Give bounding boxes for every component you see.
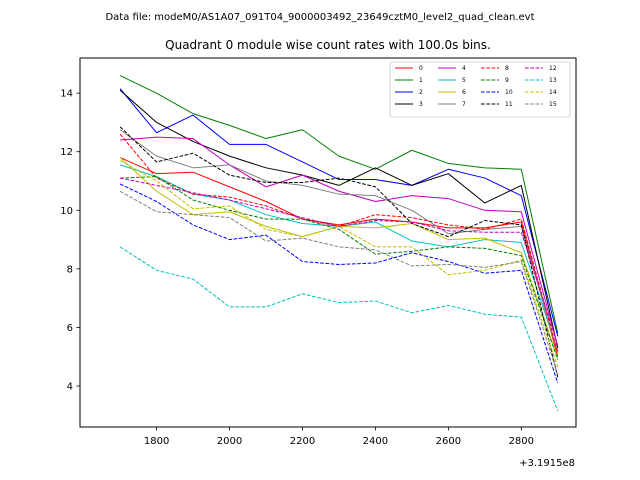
legend-label-7: 7 <box>462 101 466 108</box>
series-line-13 <box>119 246 559 412</box>
legend-label-15: 15 <box>549 101 557 108</box>
x-tick-label: 1800 <box>144 436 169 447</box>
series-line-1 <box>119 75 559 334</box>
x-tick-label: 2200 <box>290 436 315 447</box>
legend-label-6: 6 <box>462 89 466 96</box>
y-tick-label: 12 <box>60 147 73 158</box>
legend-label-13: 13 <box>549 77 557 84</box>
series-line-4 <box>120 136 559 347</box>
y-tick-label: 6 <box>67 323 73 334</box>
legend-label-8: 8 <box>505 65 509 72</box>
series-line-10 <box>119 183 559 384</box>
series-line-15 <box>119 190 559 375</box>
y-tick-label: 8 <box>67 264 73 275</box>
chart-title: Quadrant 0 module wise count rates with … <box>165 38 491 52</box>
legend-label-1: 1 <box>419 77 423 84</box>
y-tick-label: 14 <box>60 89 73 100</box>
legend-label-0: 0 <box>419 65 423 72</box>
series-line-9 <box>120 176 559 360</box>
legend-label-12: 12 <box>549 65 557 72</box>
chart-suptitle: Data file: modeM0/AS1A07_091T04_90000034… <box>105 12 534 23</box>
series-line-12 <box>120 177 559 346</box>
legend-label-4: 4 <box>462 65 466 72</box>
x-offset-label: +3.1915e8 <box>519 458 575 469</box>
legend-box <box>389 61 571 118</box>
legend-label-5: 5 <box>462 77 466 84</box>
y-tick-label: 10 <box>60 206 73 217</box>
series-line-3 <box>119 89 559 349</box>
series-line-11 <box>119 126 559 378</box>
legend-label-11: 11 <box>505 101 513 108</box>
series-layer <box>119 75 559 412</box>
legend-label-9: 9 <box>505 77 509 84</box>
legend-label-14: 14 <box>549 89 557 96</box>
x-tick-label: 2800 <box>509 436 534 447</box>
x-tick-label: 2400 <box>363 436 388 447</box>
y-tick-label: 4 <box>67 382 73 393</box>
legend-label-10: 10 <box>505 89 513 96</box>
series-line-0 <box>119 157 559 357</box>
series-line-14 <box>119 160 559 368</box>
plot-frame <box>79 57 577 428</box>
legend-label-2: 2 <box>419 89 423 96</box>
x-tick-label: 2600 <box>436 436 461 447</box>
x-tick-label: 2000 <box>217 436 242 447</box>
series-line-2 <box>119 88 559 337</box>
legend-label-3: 3 <box>419 101 423 108</box>
